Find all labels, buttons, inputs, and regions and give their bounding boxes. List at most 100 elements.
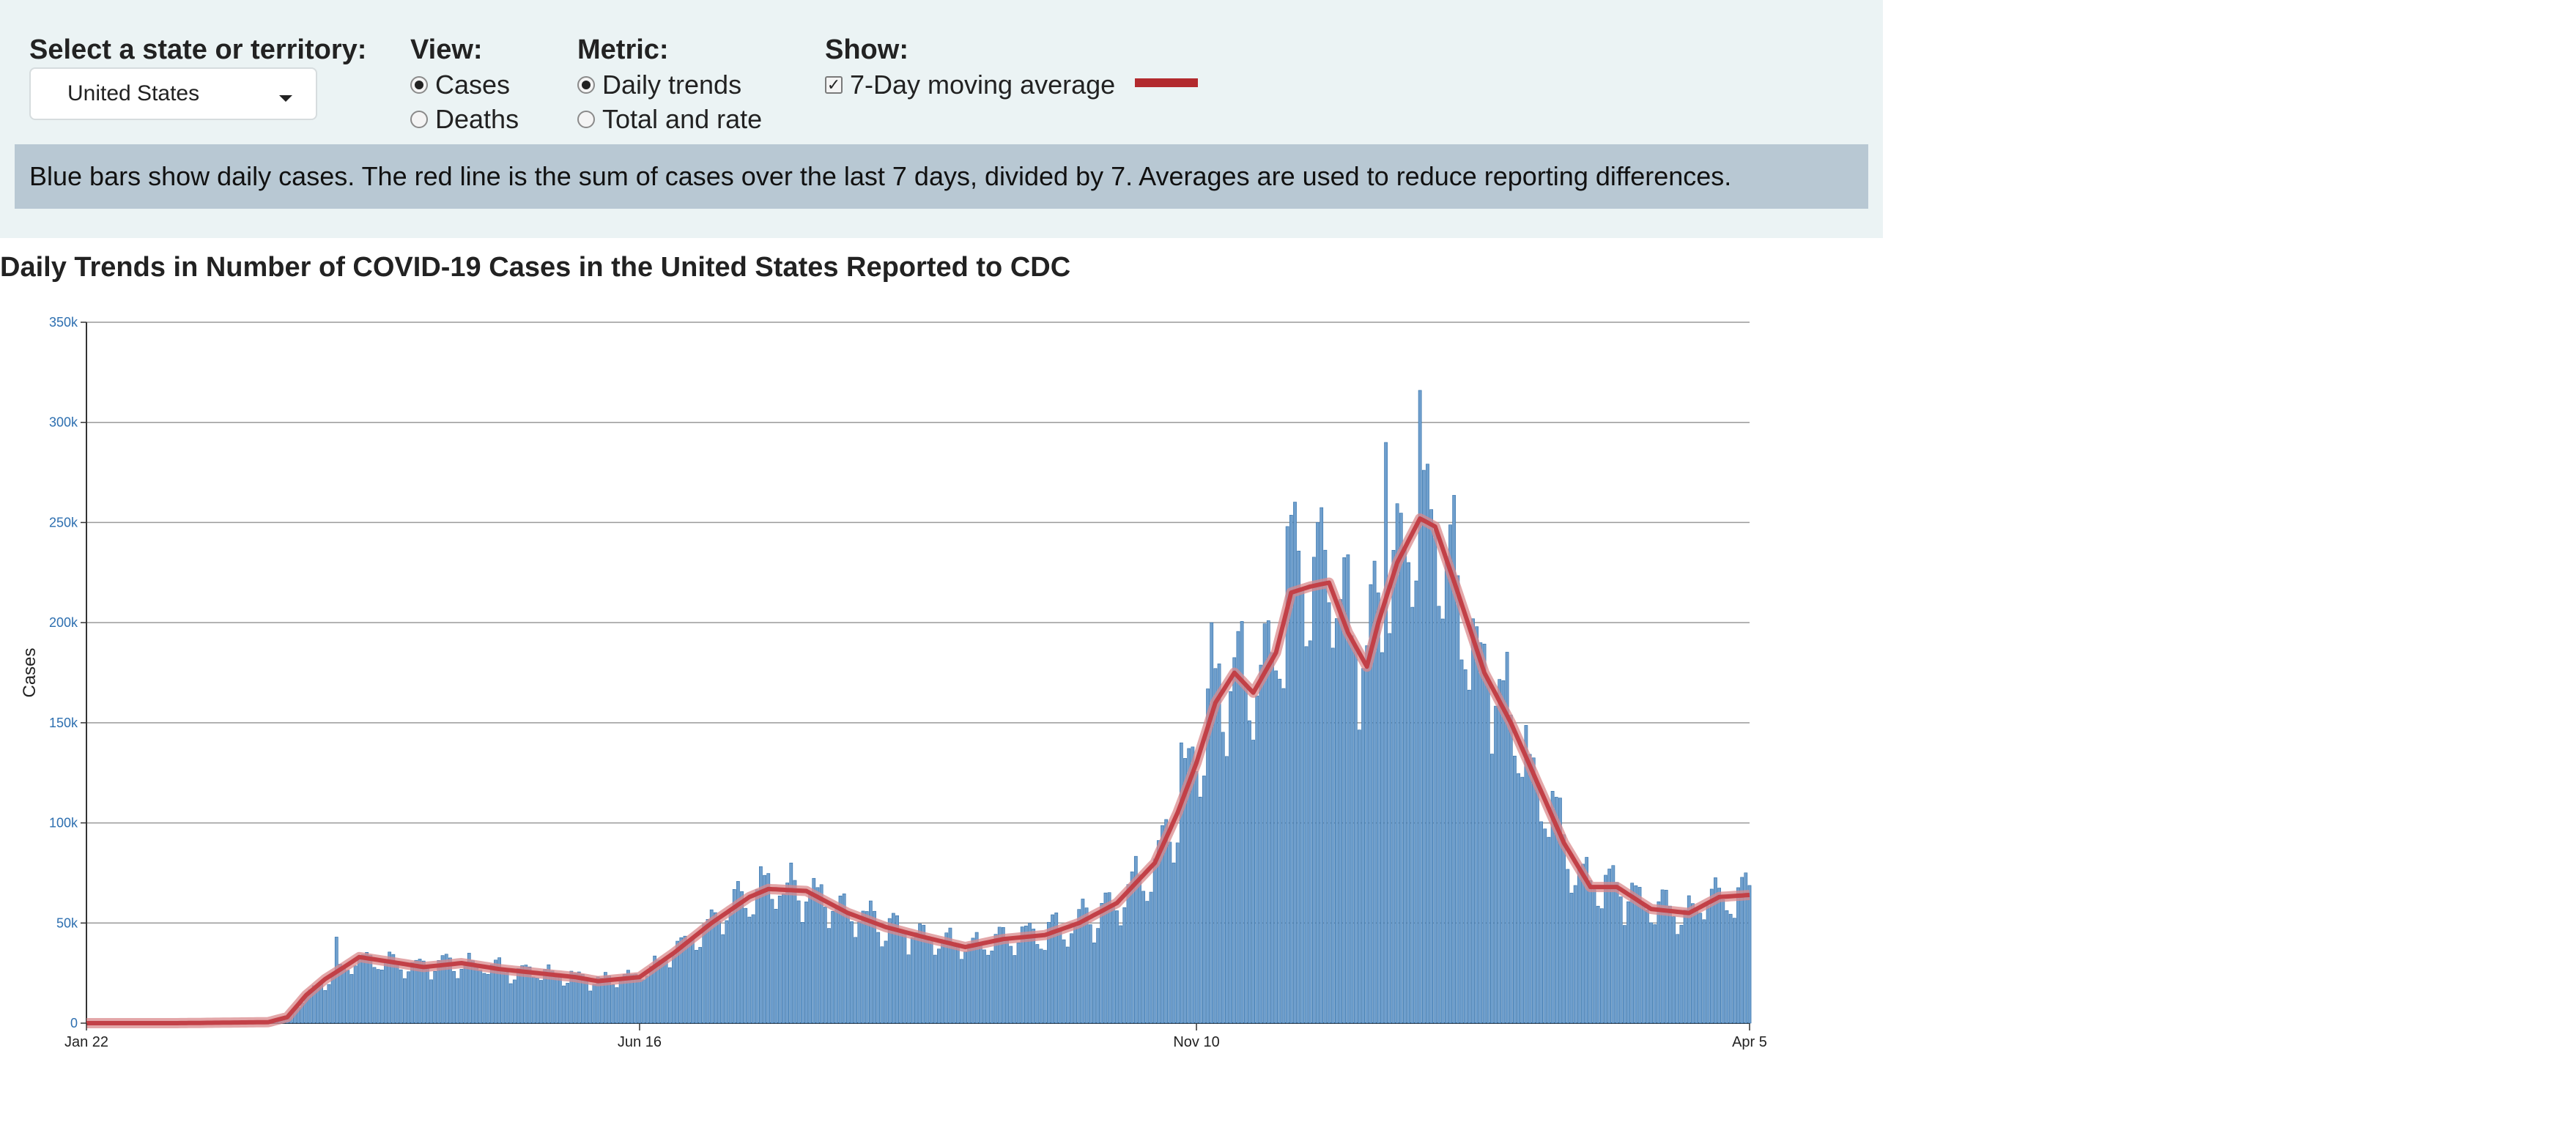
daily-case-bar — [1641, 905, 1646, 1024]
daily-case-bar — [918, 924, 922, 1024]
daily-case-bar — [804, 902, 808, 1024]
metric-option-daily-trends[interactable]: Daily trends — [577, 70, 741, 100]
daily-case-bar — [1721, 899, 1725, 1024]
daily-case-bar — [1649, 922, 1653, 1024]
checkbox-checked-icon[interactable]: ✓ — [825, 76, 843, 94]
daily-case-bar — [1528, 754, 1532, 1024]
radio-unselected-icon[interactable] — [577, 111, 595, 128]
daily-case-bar — [1399, 513, 1403, 1024]
daily-case-bar — [1657, 901, 1661, 1024]
daily-case-bar — [1536, 781, 1539, 1024]
daily-case-bar — [334, 937, 338, 1024]
daily-case-bar — [667, 967, 672, 1024]
daily-case-bar — [1300, 590, 1305, 1024]
daily-case-bar — [1403, 548, 1407, 1024]
daily-case-bar — [1520, 776, 1525, 1024]
daily-case-bar — [1607, 869, 1612, 1024]
daily-case-bar — [1615, 882, 1619, 1024]
view-option-label: Deaths — [435, 104, 519, 134]
daily-case-bar — [713, 912, 717, 1024]
daily-case-bar — [626, 970, 630, 1024]
moving-average-label: 7-Day moving average — [850, 70, 1116, 100]
daily-case-bar — [365, 952, 369, 1024]
daily-case-bar — [823, 907, 827, 1024]
daily-case-bar — [777, 895, 782, 1024]
radio-selected-icon[interactable] — [577, 76, 595, 94]
daily-case-bar — [1683, 910, 1687, 1024]
daily-case-bar — [1039, 948, 1043, 1024]
info-banner: Blue bars show daily cases. The red line… — [15, 144, 1868, 209]
daily-case-bar — [1569, 893, 1574, 1024]
daily-case-bar — [1259, 664, 1263, 1024]
radio-selected-icon[interactable] — [410, 76, 428, 94]
daily-case-bar — [1164, 819, 1169, 1024]
daily-case-bar — [1444, 556, 1448, 1024]
daily-case-bar — [857, 921, 862, 1024]
daily-case-bar — [974, 932, 979, 1024]
daily-case-bar — [1706, 905, 1710, 1024]
daily-case-bar — [1414, 580, 1418, 1024]
daily-case-bar — [695, 950, 698, 1024]
daily-case-bar — [1618, 896, 1623, 1024]
daily-case-bar — [1236, 631, 1240, 1024]
daily-case-bar — [1145, 901, 1150, 1024]
daily-case-bar — [986, 954, 991, 1024]
daily-case-bar — [1501, 680, 1506, 1024]
daily-case-bar — [782, 894, 785, 1024]
daily-case-bar — [1736, 887, 1740, 1024]
daily-case-bar — [1452, 494, 1457, 1024]
daily-case-bar — [1047, 921, 1051, 1024]
daily-case-bar — [1509, 714, 1513, 1024]
view-option-deaths[interactable]: Deaths — [410, 104, 519, 135]
daily-case-bar — [1426, 464, 1429, 1024]
daily-case-bar — [1013, 955, 1017, 1024]
daily-case-bar — [1611, 865, 1615, 1024]
view-option-cases[interactable]: Cases — [410, 70, 510, 100]
metric-option-total-and-rate[interactable]: Total and rate — [577, 104, 762, 135]
daily-case-bar — [645, 976, 649, 1024]
daily-case-bar — [1001, 926, 1005, 1024]
daily-case-bar — [808, 893, 813, 1024]
daily-case-bar — [1175, 842, 1180, 1024]
daily-case-bar — [418, 959, 422, 1024]
daily-case-bar — [1073, 926, 1077, 1024]
x-tick-label: Nov 10 — [1173, 1034, 1219, 1050]
daily-case-bar — [1622, 925, 1626, 1024]
daily-case-bar — [1646, 910, 1649, 1024]
daily-case-bar — [1240, 621, 1244, 1024]
daily-case-bar — [892, 913, 895, 1024]
daily-case-bar — [827, 928, 831, 1024]
radio-unselected-icon[interactable] — [410, 111, 428, 128]
daily-case-bar — [1717, 888, 1722, 1024]
daily-case-bar — [1566, 869, 1570, 1024]
daily-case-bar — [884, 940, 888, 1024]
daily-case-bar — [1513, 755, 1517, 1024]
daily-case-bar — [1172, 862, 1176, 1024]
daily-case-bar — [1676, 934, 1680, 1024]
daily-case-bar — [1100, 903, 1104, 1024]
daily-case-bar — [1024, 925, 1028, 1024]
daily-case-bar — [1330, 647, 1335, 1024]
daily-case-bar — [1088, 924, 1092, 1024]
daily-case-bar — [1316, 522, 1320, 1024]
daily-case-bar — [815, 887, 820, 1024]
daily-case-bar — [1194, 771, 1199, 1024]
daily-case-bar — [1130, 872, 1134, 1024]
daily-case-bar — [683, 935, 687, 1024]
daily-case-bar — [1198, 796, 1202, 1024]
daily-case-bar — [1323, 549, 1328, 1024]
daily-case-bar — [1407, 562, 1411, 1024]
view-option-label: Cases — [435, 70, 511, 100]
daily-case-bar — [873, 910, 876, 1024]
daily-case-bar — [1486, 679, 1490, 1024]
daily-case-bar — [1274, 670, 1278, 1024]
daily-case-bar — [1243, 686, 1248, 1024]
daily-case-bar — [740, 891, 744, 1024]
moving-average-toggle[interactable]: ✓ 7-Day moving average — [825, 70, 1115, 100]
daily-case-bar — [831, 910, 835, 1024]
daily-case-bar — [1475, 626, 1479, 1024]
daily-case-bar — [1005, 940, 1009, 1024]
daily-case-bar — [1490, 754, 1494, 1024]
daily-case-bar — [512, 979, 517, 1024]
state-select[interactable]: United States — [29, 67, 317, 120]
